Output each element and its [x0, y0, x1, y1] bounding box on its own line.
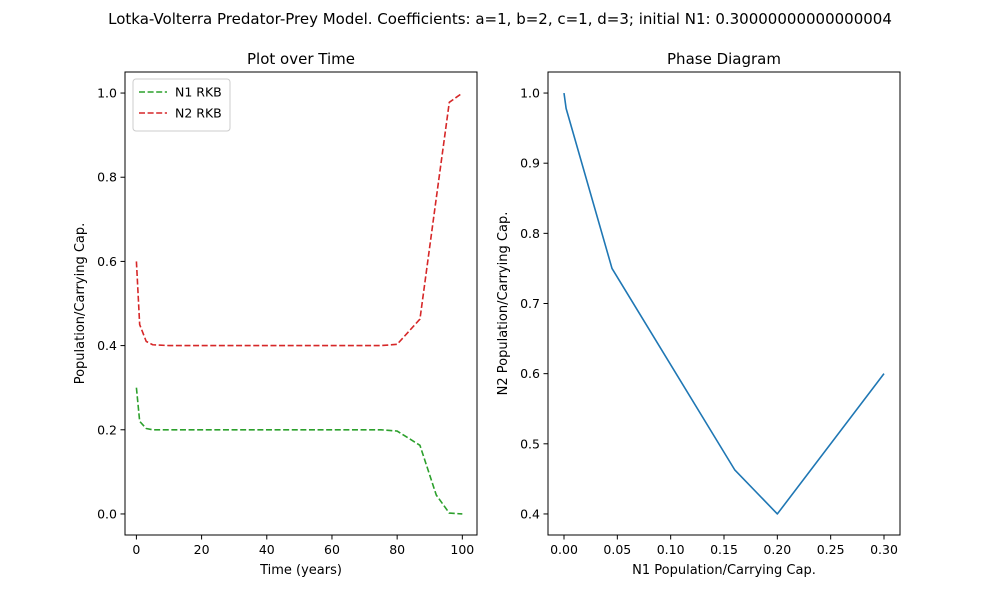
time-plot-series-line-0 [135, 387, 463, 515]
time-plot-ytick-label: 0.0 [97, 506, 117, 521]
time-plot-xtick-label: 60 [324, 542, 340, 557]
phase-diagram-xtick-label: 0.20 [763, 542, 791, 557]
time-plot-ytick-label: 0.4 [97, 338, 117, 353]
phase-diagram-xtick-label: 0.30 [870, 542, 898, 557]
time-plot-xtick-label: 80 [389, 542, 405, 557]
time-plot-xtick-label: 0 [132, 542, 140, 557]
time-plot-xtick-label: 20 [194, 542, 210, 557]
phase-diagram-ytick-label: 0.9 [520, 156, 540, 171]
phase-diagram-ytick-label: 0.4 [520, 506, 540, 521]
phase-diagram-xtick-label: 0.00 [550, 542, 578, 557]
phase-diagram-xtick-label: 0.10 [657, 542, 685, 557]
time-plot-series-line-1 [135, 92, 463, 347]
phase-diagram-ytick-label: 0.8 [520, 226, 540, 241]
phase-diagram-ytick-label: 0.6 [520, 366, 540, 381]
phase-diagram-ylabel: N2 Population/Carrying Cap. [496, 212, 511, 396]
time-plot-ytick-label: 0.6 [97, 254, 117, 269]
time-plot-ytick-label: 0.8 [97, 170, 117, 185]
time-plot-title: Plot over Time [247, 50, 355, 68]
phase-diagram-xlabel: N1 Population/Carrying Cap. [632, 563, 816, 578]
time-plot-legend: N1 RKB N2 RKB [132, 78, 231, 132]
phase-diagram-xtick-label: 0.15 [710, 542, 738, 557]
figure-suptitle: Lotka-Volterra Predator-Prey Model. Coef… [108, 10, 892, 28]
time-plot-ytick-label: 0.2 [97, 422, 117, 437]
phase-diagram-xtick-label: 0.05 [603, 542, 631, 557]
phase-diagram-xtick-label: 0.25 [817, 542, 845, 557]
time-plot-panel: Plot over Time Time (years) Population/C… [73, 50, 478, 578]
time-plot-xtick-label: 40 [259, 542, 275, 557]
phase-diagram-ytick-label: 0.5 [520, 436, 540, 451]
time-plot-ytick-label: 1.0 [97, 86, 117, 101]
time-plot-legend-label: N2 RKB [175, 106, 222, 121]
time-plot-xlabel: Time (years) [259, 563, 342, 578]
phase-diagram-ytick-label: 0.7 [520, 296, 540, 311]
time-plot-ylabel: Population/Carrying Cap. [73, 223, 88, 385]
phase-diagram-panel: Phase Diagram N1 Population/Carrying Cap… [496, 50, 901, 578]
phase-diagram-ytick-label: 1.0 [520, 86, 540, 101]
time-plot-legend-label: N1 RKB [175, 85, 222, 100]
phase-diagram-series-line-0 [563, 92, 885, 515]
phase-diagram-title: Phase Diagram [667, 50, 781, 68]
time-plot-axes-frame [124, 71, 478, 536]
time-plot-xtick-label: 100 [450, 542, 474, 557]
